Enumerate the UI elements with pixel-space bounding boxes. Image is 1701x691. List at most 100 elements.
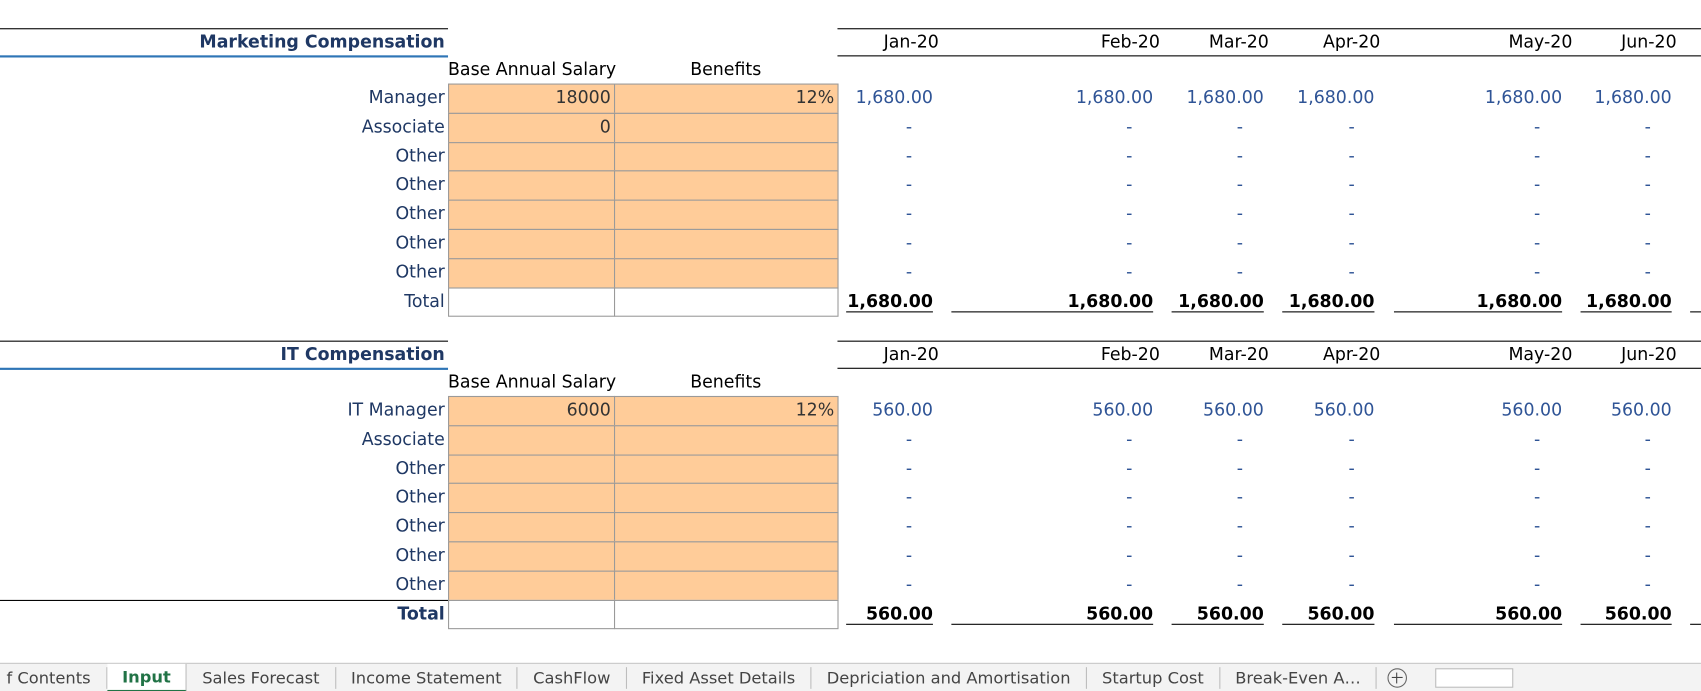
month-header: Mar-20 — [1208, 31, 1269, 53]
input-cell — [448, 257, 616, 289]
sheet-tab[interactable]: Depriciation and Amortisation — [812, 667, 1087, 689]
month-value: - — [1126, 544, 1133, 566]
month-value: - — [1644, 573, 1651, 595]
total-underline — [846, 310, 933, 312]
month-value: - — [1534, 573, 1541, 595]
month-value: - — [905, 144, 913, 166]
total-underline — [1580, 623, 1672, 625]
input-cell — [448, 454, 616, 485]
sheet-tab[interactable]: CashFlow — [518, 667, 627, 689]
month-value: - — [905, 428, 913, 449]
month-value: - — [1644, 261, 1651, 282]
sheet-tab[interactable]: Break-Even A… — [1220, 667, 1378, 689]
sheet-tab[interactable]: Fixed Asset Details — [627, 667, 812, 689]
month-value: - — [905, 486, 913, 508]
total-underline — [1690, 310, 1701, 312]
month-value: - — [1236, 173, 1244, 195]
month-value: - — [1348, 457, 1355, 478]
month-header: Feb-20 — [1100, 343, 1160, 365]
row-label: Other — [395, 173, 445, 195]
col-header: Base Annual Salary — [448, 58, 617, 80]
input-cell — [613, 395, 839, 427]
month-value: - — [1126, 428, 1133, 449]
total-underline — [1690, 623, 1701, 625]
row-label: Other — [395, 486, 445, 508]
total-underline — [1282, 310, 1375, 312]
sheet-tab[interactable]: Startup Cost — [1087, 667, 1221, 689]
month-value: - — [1534, 457, 1541, 478]
month-value: - — [1644, 144, 1651, 166]
input-cell — [613, 483, 839, 514]
input-cell — [448, 425, 616, 456]
total-value: 1,680.00 — [1178, 290, 1264, 311]
month-header: Apr-20 — [1323, 343, 1381, 365]
input-cell — [613, 257, 839, 289]
month-value: - — [1236, 144, 1244, 166]
month-value: - — [905, 173, 913, 195]
month-value: - — [1236, 515, 1244, 537]
month-value: - — [1348, 232, 1355, 253]
salary: 18000 — [555, 86, 611, 108]
month-value: 1,680.00 — [855, 86, 933, 108]
total-cell — [613, 287, 839, 318]
month-value: - — [1644, 544, 1651, 566]
input-cell — [613, 541, 839, 572]
month-value: - — [1534, 261, 1541, 282]
col-header: Benefits — [690, 58, 762, 80]
month-value: - — [1126, 144, 1133, 166]
title-underline — [0, 367, 449, 370]
total-cell — [613, 599, 839, 630]
month-header: May-20 — [1508, 31, 1573, 53]
month-value: - — [1126, 261, 1133, 282]
total-value: 560.00 — [1196, 602, 1264, 624]
total-underline — [1282, 623, 1375, 625]
month-value: 1,680.00 — [1075, 86, 1154, 108]
input-cell — [613, 141, 839, 172]
month-value: 1,680.00 — [1297, 86, 1375, 108]
input-cell — [448, 112, 616, 143]
row-label: Other — [395, 544, 445, 566]
total-value: 1,680.00 — [847, 290, 933, 311]
month-value: - — [1534, 428, 1541, 449]
input-cell — [613, 425, 839, 456]
row-label: Other — [395, 457, 445, 478]
month-value: - — [1534, 544, 1541, 566]
month-header: Jan-20 — [883, 31, 939, 53]
total-value: 1,680.00 — [1288, 290, 1375, 311]
month-value: 1,680.00 — [1186, 86, 1264, 108]
sheet-tab[interactable]: Sales Forecast — [187, 667, 336, 689]
month-value: - — [905, 115, 913, 137]
month-value: - — [1348, 544, 1355, 566]
input-cell — [613, 170, 839, 201]
scrollbar[interactable] — [1435, 668, 1514, 688]
month-value: - — [905, 515, 913, 537]
total-value: 560.00 — [1604, 602, 1672, 624]
month-header: Jun-20 — [1621, 31, 1677, 53]
sheet-tab[interactable]: f Contents — [0, 667, 107, 689]
total-underline — [1580, 310, 1672, 312]
section-title: Marketing Compensation — [199, 31, 445, 53]
month-header: Mar-20 — [1208, 343, 1269, 365]
month-value: - — [905, 261, 913, 282]
input-cell — [448, 483, 616, 514]
salary: 6000 — [566, 399, 611, 420]
rule — [837, 28, 1701, 30]
month-value: 560.00 — [1203, 399, 1264, 420]
sheet-tab[interactable]: Income Statement — [336, 667, 518, 689]
total-underline — [1171, 623, 1264, 625]
month-value: - — [1534, 115, 1541, 137]
month-value: 560.00 — [1610, 399, 1672, 420]
month-value: - — [1126, 515, 1133, 537]
row-label: Other — [395, 232, 445, 253]
add-sheet-button[interactable] — [1387, 668, 1408, 688]
rule — [837, 340, 1701, 342]
month-header: Jun-20 — [1621, 343, 1677, 365]
total-underline — [951, 310, 1154, 312]
row-label: IT Manager — [347, 399, 445, 420]
input-cell — [613, 199, 839, 230]
col-header: Base Annual Salary — [448, 371, 617, 392]
sheet-tab[interactable]: Input — [106, 663, 188, 691]
month-value: - — [1644, 486, 1651, 508]
month-value: - — [1236, 457, 1244, 478]
